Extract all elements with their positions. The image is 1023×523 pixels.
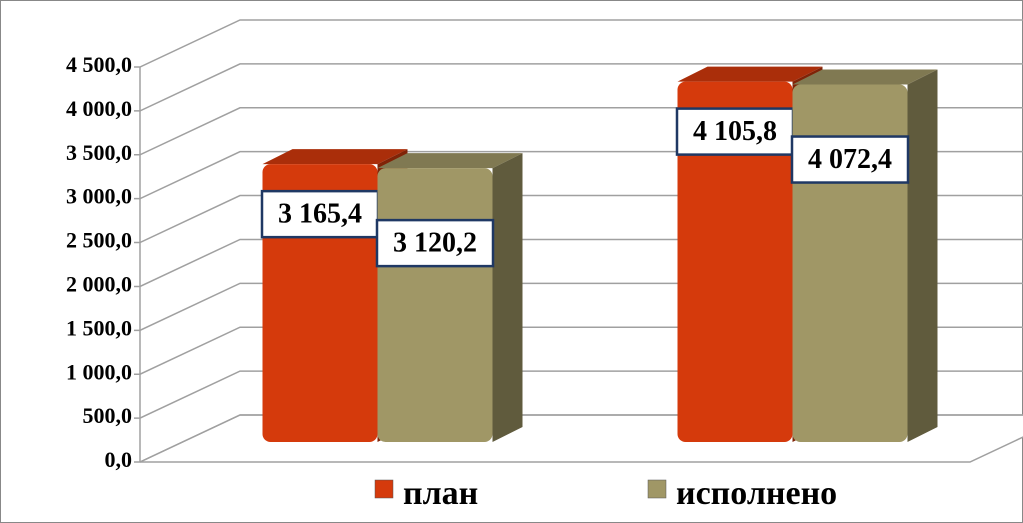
grid-line bbox=[134, 282, 1023, 332]
value-label: 3 165,4 bbox=[278, 199, 362, 230]
grid-line bbox=[134, 414, 1023, 463]
bar bbox=[377, 168, 493, 442]
value-label: 3 120,2 bbox=[393, 228, 477, 259]
grid-line bbox=[134, 326, 1023, 375]
grid-line bbox=[134, 370, 1023, 419]
y-tick-label: 1 500,0 bbox=[66, 315, 132, 340]
value-label-box bbox=[375, 218, 495, 268]
y-tick-label: 3 000,0 bbox=[66, 184, 132, 209]
bar-side bbox=[907, 69, 938, 442]
value-label-box bbox=[790, 135, 910, 184]
value-label-box bbox=[675, 107, 795, 156]
y-tick-label: 1 000,0 bbox=[66, 359, 132, 384]
grid-line bbox=[134, 19, 1023, 68]
legend-label: исполнено bbox=[676, 475, 837, 512]
grid-line bbox=[134, 107, 1023, 156]
y-tick-label: 500,0 bbox=[83, 403, 133, 428]
grid-line bbox=[134, 150, 1023, 200]
bar-top bbox=[792, 69, 938, 85]
y-tick-label: 0,0 bbox=[105, 447, 133, 472]
bar-top bbox=[262, 149, 408, 165]
y-tick-label: 2 500,0 bbox=[66, 228, 132, 253]
y-tick-label: 4 500,0 bbox=[66, 52, 132, 77]
bar-top bbox=[377, 153, 523, 169]
y-tick-label: 2 000,0 bbox=[66, 271, 132, 296]
legend-swatch bbox=[647, 479, 667, 499]
grid-line bbox=[134, 238, 1023, 288]
legend-label: план bbox=[403, 475, 478, 512]
bar-side bbox=[492, 153, 523, 442]
y-tick-label: 3 500,0 bbox=[66, 140, 132, 165]
bar bbox=[677, 81, 793, 443]
grid-line bbox=[134, 194, 1023, 244]
grid-line bbox=[134, 63, 1023, 112]
value-label: 4 105,8 bbox=[693, 116, 777, 147]
y-tick-label: 4 000,0 bbox=[66, 96, 132, 121]
value-label: 4 072,4 bbox=[808, 144, 892, 175]
legend-swatch bbox=[374, 479, 394, 499]
bar-top bbox=[677, 66, 823, 82]
